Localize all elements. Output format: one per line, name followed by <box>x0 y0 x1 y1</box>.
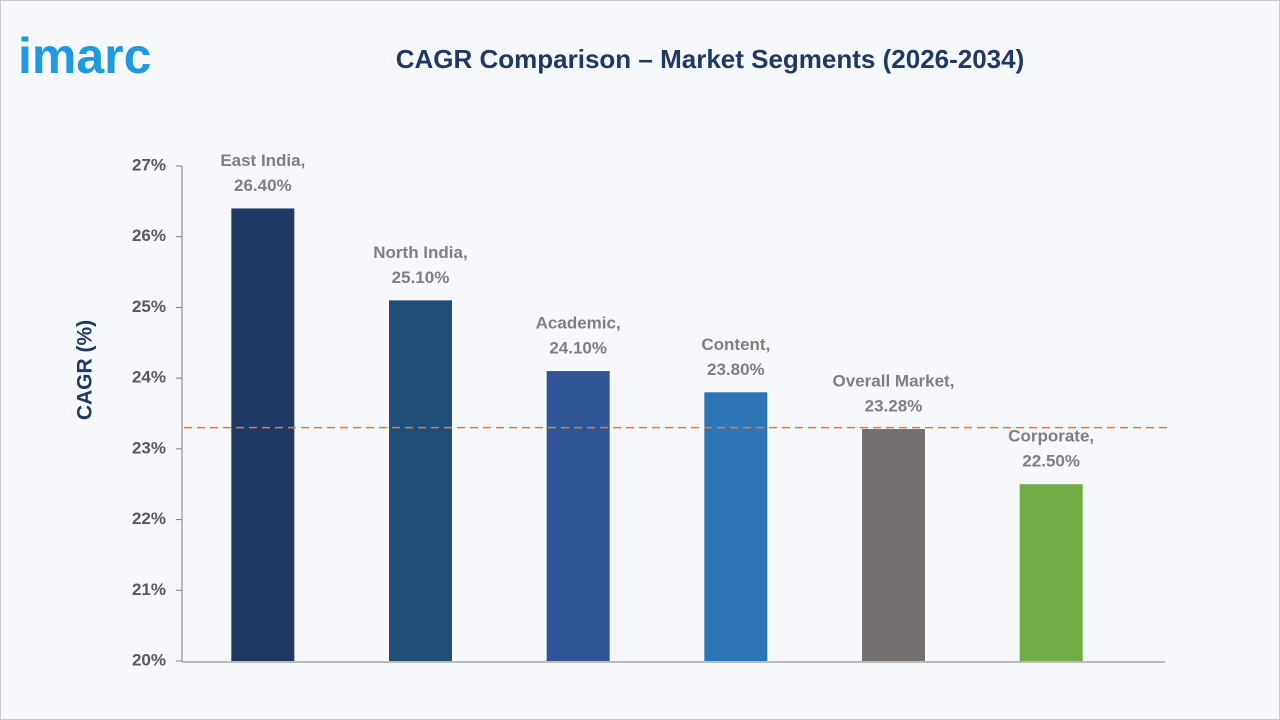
y-tick-label: 27% <box>132 155 166 174</box>
bar <box>231 208 295 661</box>
bar <box>1019 484 1083 661</box>
data-value-label: 23.80% <box>707 360 765 379</box>
bar <box>862 429 925 661</box>
y-tick-label: 22% <box>132 509 166 528</box>
data-category-label: Academic, <box>536 314 621 333</box>
data-category-label: Overall Market, <box>833 372 955 391</box>
bar <box>704 392 768 661</box>
data-value-label: 22.50% <box>1022 452 1080 471</box>
y-tick-label: 20% <box>132 650 166 669</box>
data-value-label: 23.28% <box>865 397 923 416</box>
data-value-label: 25.10% <box>392 268 450 287</box>
y-axis-label: CAGR (%) <box>74 320 97 420</box>
data-category-label: Corporate, <box>1008 427 1094 446</box>
y-tick-label: 23% <box>132 438 166 457</box>
data-value-label: 24.10% <box>549 339 607 358</box>
y-tick-label: 24% <box>132 368 166 387</box>
chart-title: CAGR Comparison – Market Segments (2026-… <box>396 44 1025 74</box>
y-tick-label: 26% <box>132 226 166 245</box>
data-category-label: Content, <box>701 335 770 354</box>
logo: imarc <box>18 28 151 84</box>
bar <box>389 300 452 661</box>
data-value-label: 26.40% <box>234 176 292 195</box>
data-category-label: North India, <box>373 243 467 262</box>
bar <box>546 371 610 661</box>
y-tick-label: 21% <box>132 580 166 599</box>
data-category-label: East India, <box>220 151 305 170</box>
y-tick-label: 25% <box>132 297 166 316</box>
